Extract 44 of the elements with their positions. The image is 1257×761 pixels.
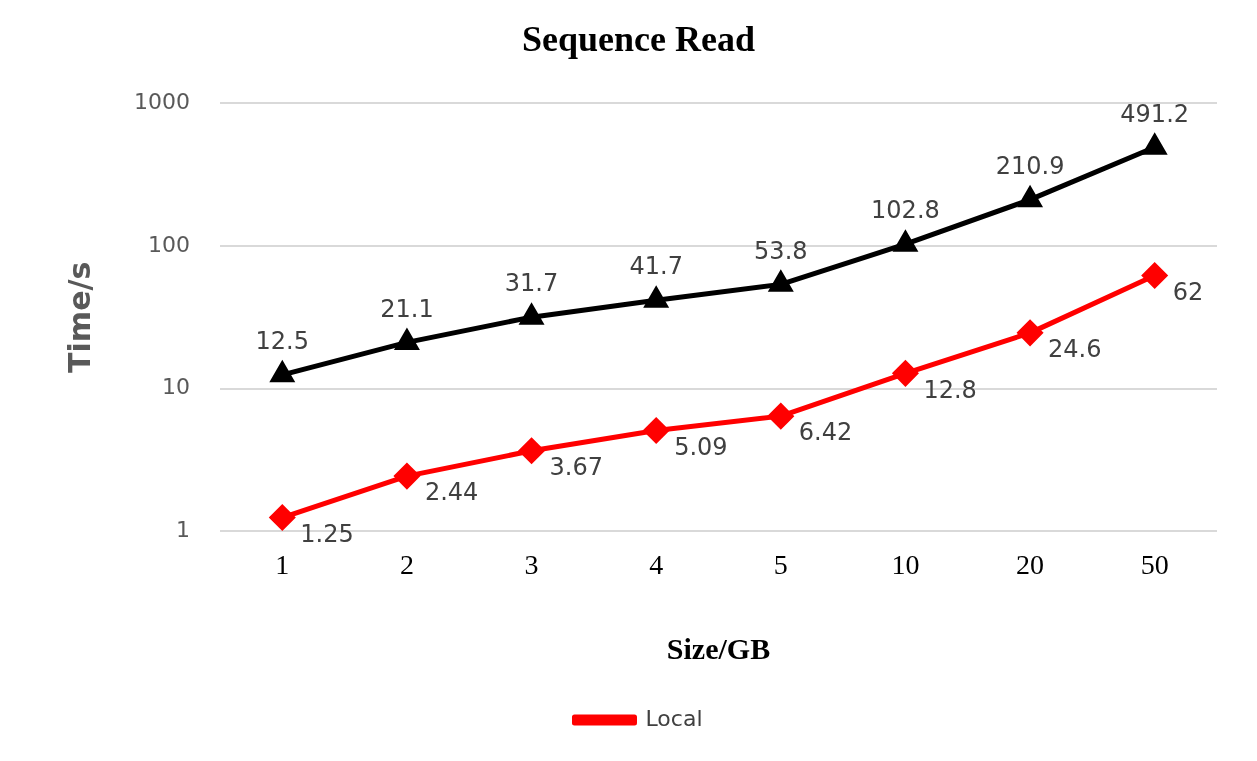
y-tick-label: 1000 (133, 88, 190, 114)
y-tick-label: 100 (147, 231, 190, 257)
data-label: 1.25 (300, 519, 354, 548)
x-tick-label: 20 (1016, 548, 1045, 580)
point (1142, 132, 1168, 155)
y-axis-title: Time/s (61, 261, 97, 373)
data-label: 6.42 (798, 418, 853, 447)
point (643, 418, 669, 444)
x-tick-label: 3 (524, 548, 539, 580)
point (394, 327, 420, 350)
point (892, 229, 919, 252)
y-tick-label: 1 (175, 517, 190, 543)
data-label: 12.5 (255, 327, 310, 356)
data-label: 3.67 (549, 453, 603, 482)
x-tick-label: 50 (1140, 548, 1169, 580)
point (269, 505, 295, 531)
point (768, 403, 794, 429)
x-axis-title: Size/GB (666, 631, 771, 665)
y-tick-label: 10 (161, 374, 190, 400)
point (767, 269, 794, 292)
x-tick-label: 5 (773, 548, 788, 580)
point (892, 360, 918, 386)
data-label: 53.8 (754, 236, 808, 265)
point (518, 302, 545, 325)
point (519, 438, 545, 464)
data-label: 2.44 (424, 478, 479, 507)
data-label: 31.7 (504, 269, 559, 298)
data-label: 210.9 (995, 151, 1065, 180)
x-tick-label: 10 (891, 548, 920, 580)
data-label: 491.2 (1120, 99, 1190, 128)
x-tick-label: 1 (275, 548, 290, 580)
data-label: 102.8 (871, 196, 940, 225)
data-label: 41.7 (629, 252, 683, 281)
data-label: 12.8 (923, 375, 977, 404)
x-tick-label: 4 (649, 548, 664, 580)
data-label: 62 (1172, 277, 1204, 306)
data-label: 24.6 (1048, 335, 1102, 364)
legend-label: Local (645, 705, 703, 731)
point (643, 285, 669, 308)
x-tick-label: 2 (399, 548, 414, 580)
point (394, 463, 420, 489)
chart-title: Sequence Read (522, 18, 755, 59)
data-label: 21.1 (380, 294, 434, 323)
data-label: 5.09 (674, 432, 728, 461)
